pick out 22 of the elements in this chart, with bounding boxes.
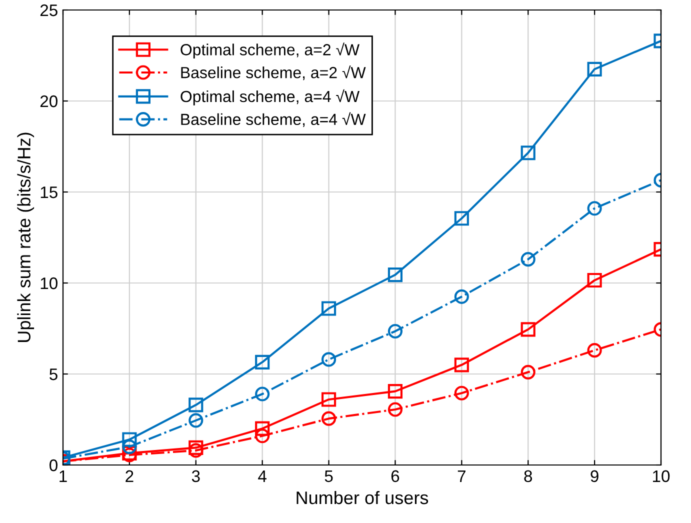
- y-tick-label: 20: [40, 95, 58, 108]
- y-tick-label: 5: [50, 368, 58, 380]
- legend-label: Optimal scheme, a=2 √W: [180, 42, 360, 59]
- y-tick-label: 10: [40, 277, 58, 290]
- x-tick-label: 1: [60, 470, 67, 482]
- y-tick-label: 0: [50, 459, 58, 472]
- y-tick-label: 25: [40, 4, 58, 16]
- legend-label: Baseline scheme, a=4 √W: [181, 112, 366, 127]
- x-tick-label: 9: [590, 470, 598, 482]
- x-tick-label: 2: [126, 470, 134, 482]
- x-tick-label: 5: [324, 470, 333, 482]
- x-tick-label: 4: [258, 470, 266, 482]
- legend-label: Optimal scheme, a=4 √W: [180, 89, 360, 106]
- x-tick-label: 7: [458, 470, 466, 482]
- x-tick-label: 8: [524, 470, 532, 482]
- x-tick-label: 6: [391, 470, 400, 482]
- x-axis-title: Number of users: [296, 490, 428, 504]
- legend-label: Baseline scheme, a=2 √W: [181, 65, 366, 80]
- y-axis-title: Uplink sum rate (bits/s/Hz): [17, 132, 34, 342]
- y-tick-label: 15: [40, 186, 58, 198]
- x-tick-label: 3: [192, 470, 200, 482]
- x-tick-label: 10: [653, 470, 670, 482]
